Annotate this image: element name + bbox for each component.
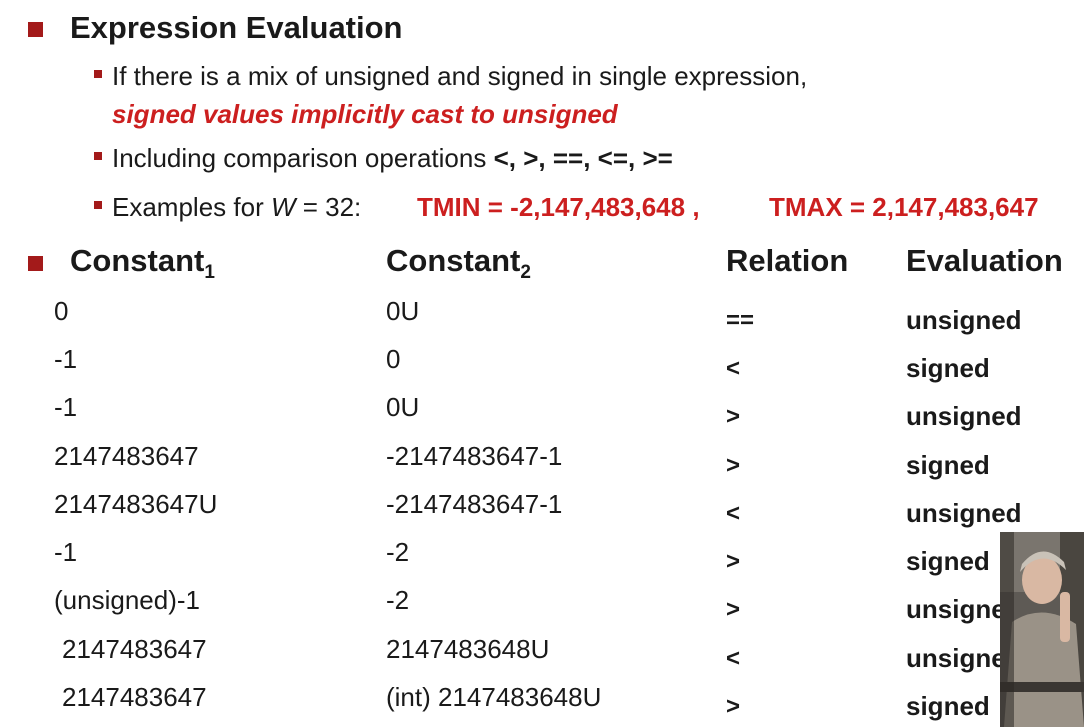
- presenter-video-overlay: [1000, 532, 1084, 727]
- constant2-cell: -2: [386, 537, 410, 567]
- evaluation-cell: signed: [906, 353, 990, 383]
- tmin-value: TMIN = -2,147,483,648 ,: [417, 192, 700, 222]
- header-constant1-subscript: 1: [204, 262, 215, 283]
- relation-cell: <: [726, 355, 741, 382]
- evaluation-cell: signed: [906, 691, 990, 721]
- heading-bullet-square: [28, 22, 43, 37]
- evaluation-cell: unsigned: [906, 401, 1022, 431]
- constant2-cell: (int) 2147483648U: [386, 682, 602, 712]
- constant2-cell: -2: [386, 585, 410, 615]
- examples-equals: = 32:: [295, 192, 362, 222]
- relation-cell: >: [726, 403, 741, 430]
- examples-prefix: Examples for: [112, 192, 271, 222]
- header-constant2-subscript: 2: [520, 262, 531, 283]
- evaluation-cell: unsigned: [906, 305, 1022, 335]
- comparison-statement: Including comparison operations <, >, ==…: [112, 143, 673, 174]
- evaluation-cell: signed: [906, 450, 990, 480]
- header-evaluation: Evaluation: [906, 243, 1063, 278]
- presenter-figure: [1000, 532, 1084, 727]
- header-constant1-label: Constant: [70, 243, 205, 278]
- constant1-cell: -1: [54, 537, 78, 567]
- header-constant2-label: Constant: [386, 243, 521, 278]
- comparison-operators: <, >, ==, <=, >=: [493, 143, 673, 173]
- mix-statement: If there is a mix of unsigned and signed…: [112, 61, 808, 91]
- table-bullet-square: [28, 256, 43, 271]
- relation-cell: ==: [726, 307, 755, 334]
- sub-bullet-square: [94, 152, 102, 160]
- header-constant2: Constant2: [386, 243, 531, 284]
- constant1-cell: 2147483647: [62, 634, 207, 664]
- constant2-cell: -2147483647-1: [386, 441, 563, 471]
- constant1-cell: 2147483647: [54, 441, 199, 471]
- header-constant1: Constant1: [70, 243, 215, 284]
- section-heading: Expression Evaluation: [70, 10, 403, 45]
- relation-cell: <: [726, 500, 741, 527]
- relation-cell: >: [726, 452, 741, 479]
- constant2-cell: 0: [386, 344, 401, 374]
- constant2-cell: 0U: [386, 392, 420, 422]
- constant1-cell: -1: [54, 344, 78, 374]
- relation-cell: >: [726, 596, 741, 623]
- relation-cell: <: [726, 645, 741, 672]
- tmax-value: TMAX = 2,147,483,647: [769, 192, 1039, 222]
- constant1-cell: -1: [54, 392, 78, 422]
- evaluation-cell: signed: [906, 546, 990, 576]
- constant1-cell: (unsigned)-1: [54, 585, 200, 615]
- examples-statement: Examples for W = 32:: [112, 192, 361, 223]
- constant1-cell: 2147483647: [62, 682, 207, 712]
- constant2-cell: 2147483648U: [386, 634, 550, 664]
- word-size-variable: W: [270, 192, 296, 222]
- relation-cell: >: [726, 693, 741, 720]
- cast-statement: signed values implicitly cast to unsigne…: [112, 99, 618, 129]
- constant2-cell: -2147483647-1: [386, 489, 563, 519]
- header-relation: Relation: [726, 243, 849, 278]
- constant1-cell: 0: [54, 296, 69, 326]
- sub-bullet-square: [94, 70, 102, 78]
- constant1-cell: 2147483647U: [54, 489, 218, 519]
- evaluation-cell: unsigned: [906, 498, 1022, 528]
- constant2-cell: 0U: [386, 296, 420, 326]
- sub-bullet-square: [94, 201, 102, 209]
- comparison-prefix: Including comparison operations: [112, 143, 494, 173]
- relation-cell: >: [726, 548, 741, 575]
